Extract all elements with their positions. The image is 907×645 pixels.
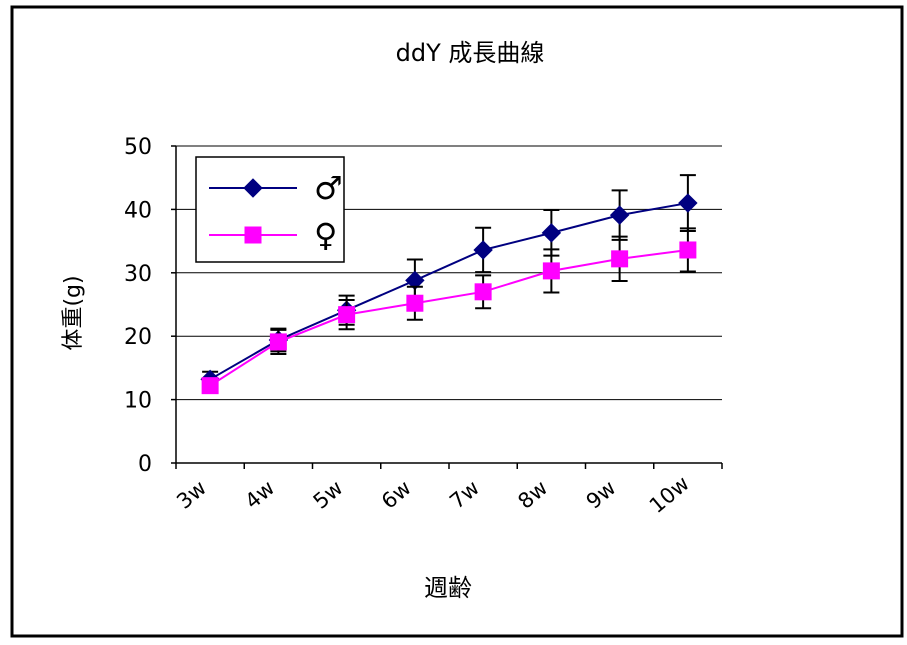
data-point — [406, 294, 424, 312]
data-point — [201, 377, 219, 395]
data-point — [474, 283, 492, 301]
data-point — [609, 205, 630, 225]
y-tick-label: 0 — [138, 452, 152, 477]
data-point — [679, 241, 697, 259]
series-line — [209, 248, 689, 387]
legend-item: ♂ — [209, 169, 343, 207]
x-axis-label: 週齢 — [424, 574, 472, 602]
y-tick-label: 50 — [124, 135, 152, 160]
legend: ♂♀ — [195, 156, 345, 263]
y-axis-label: 体重(g) — [61, 275, 86, 350]
axes — [171, 145, 723, 469]
series-line — [209, 202, 689, 381]
data-point — [473, 240, 493, 260]
chart-border — [10, 5, 904, 638]
data-point — [243, 178, 263, 198]
data-point — [678, 193, 698, 213]
data-point — [244, 226, 262, 244]
y-tick-labels: 0 10 20 30 40 50 — [124, 135, 152, 477]
series-female — [201, 227, 697, 395]
data-point — [541, 223, 562, 243]
data-point — [269, 333, 287, 351]
chart-title: ddY 成長曲線 — [396, 39, 545, 67]
series — [200, 174, 698, 395]
data-point — [338, 306, 356, 324]
y-tick-label: 40 — [124, 198, 152, 223]
data-point — [611, 250, 629, 268]
data-point — [542, 262, 560, 280]
legend-label: ♂ — [314, 169, 343, 207]
y-tick-label: 30 — [124, 262, 152, 287]
y-tick-label: 20 — [124, 325, 152, 350]
legend-item: ♀ — [209, 216, 337, 254]
legend-box — [195, 156, 345, 263]
y-tick-label: 10 — [124, 389, 152, 414]
legend-label: ♀ — [314, 216, 337, 254]
